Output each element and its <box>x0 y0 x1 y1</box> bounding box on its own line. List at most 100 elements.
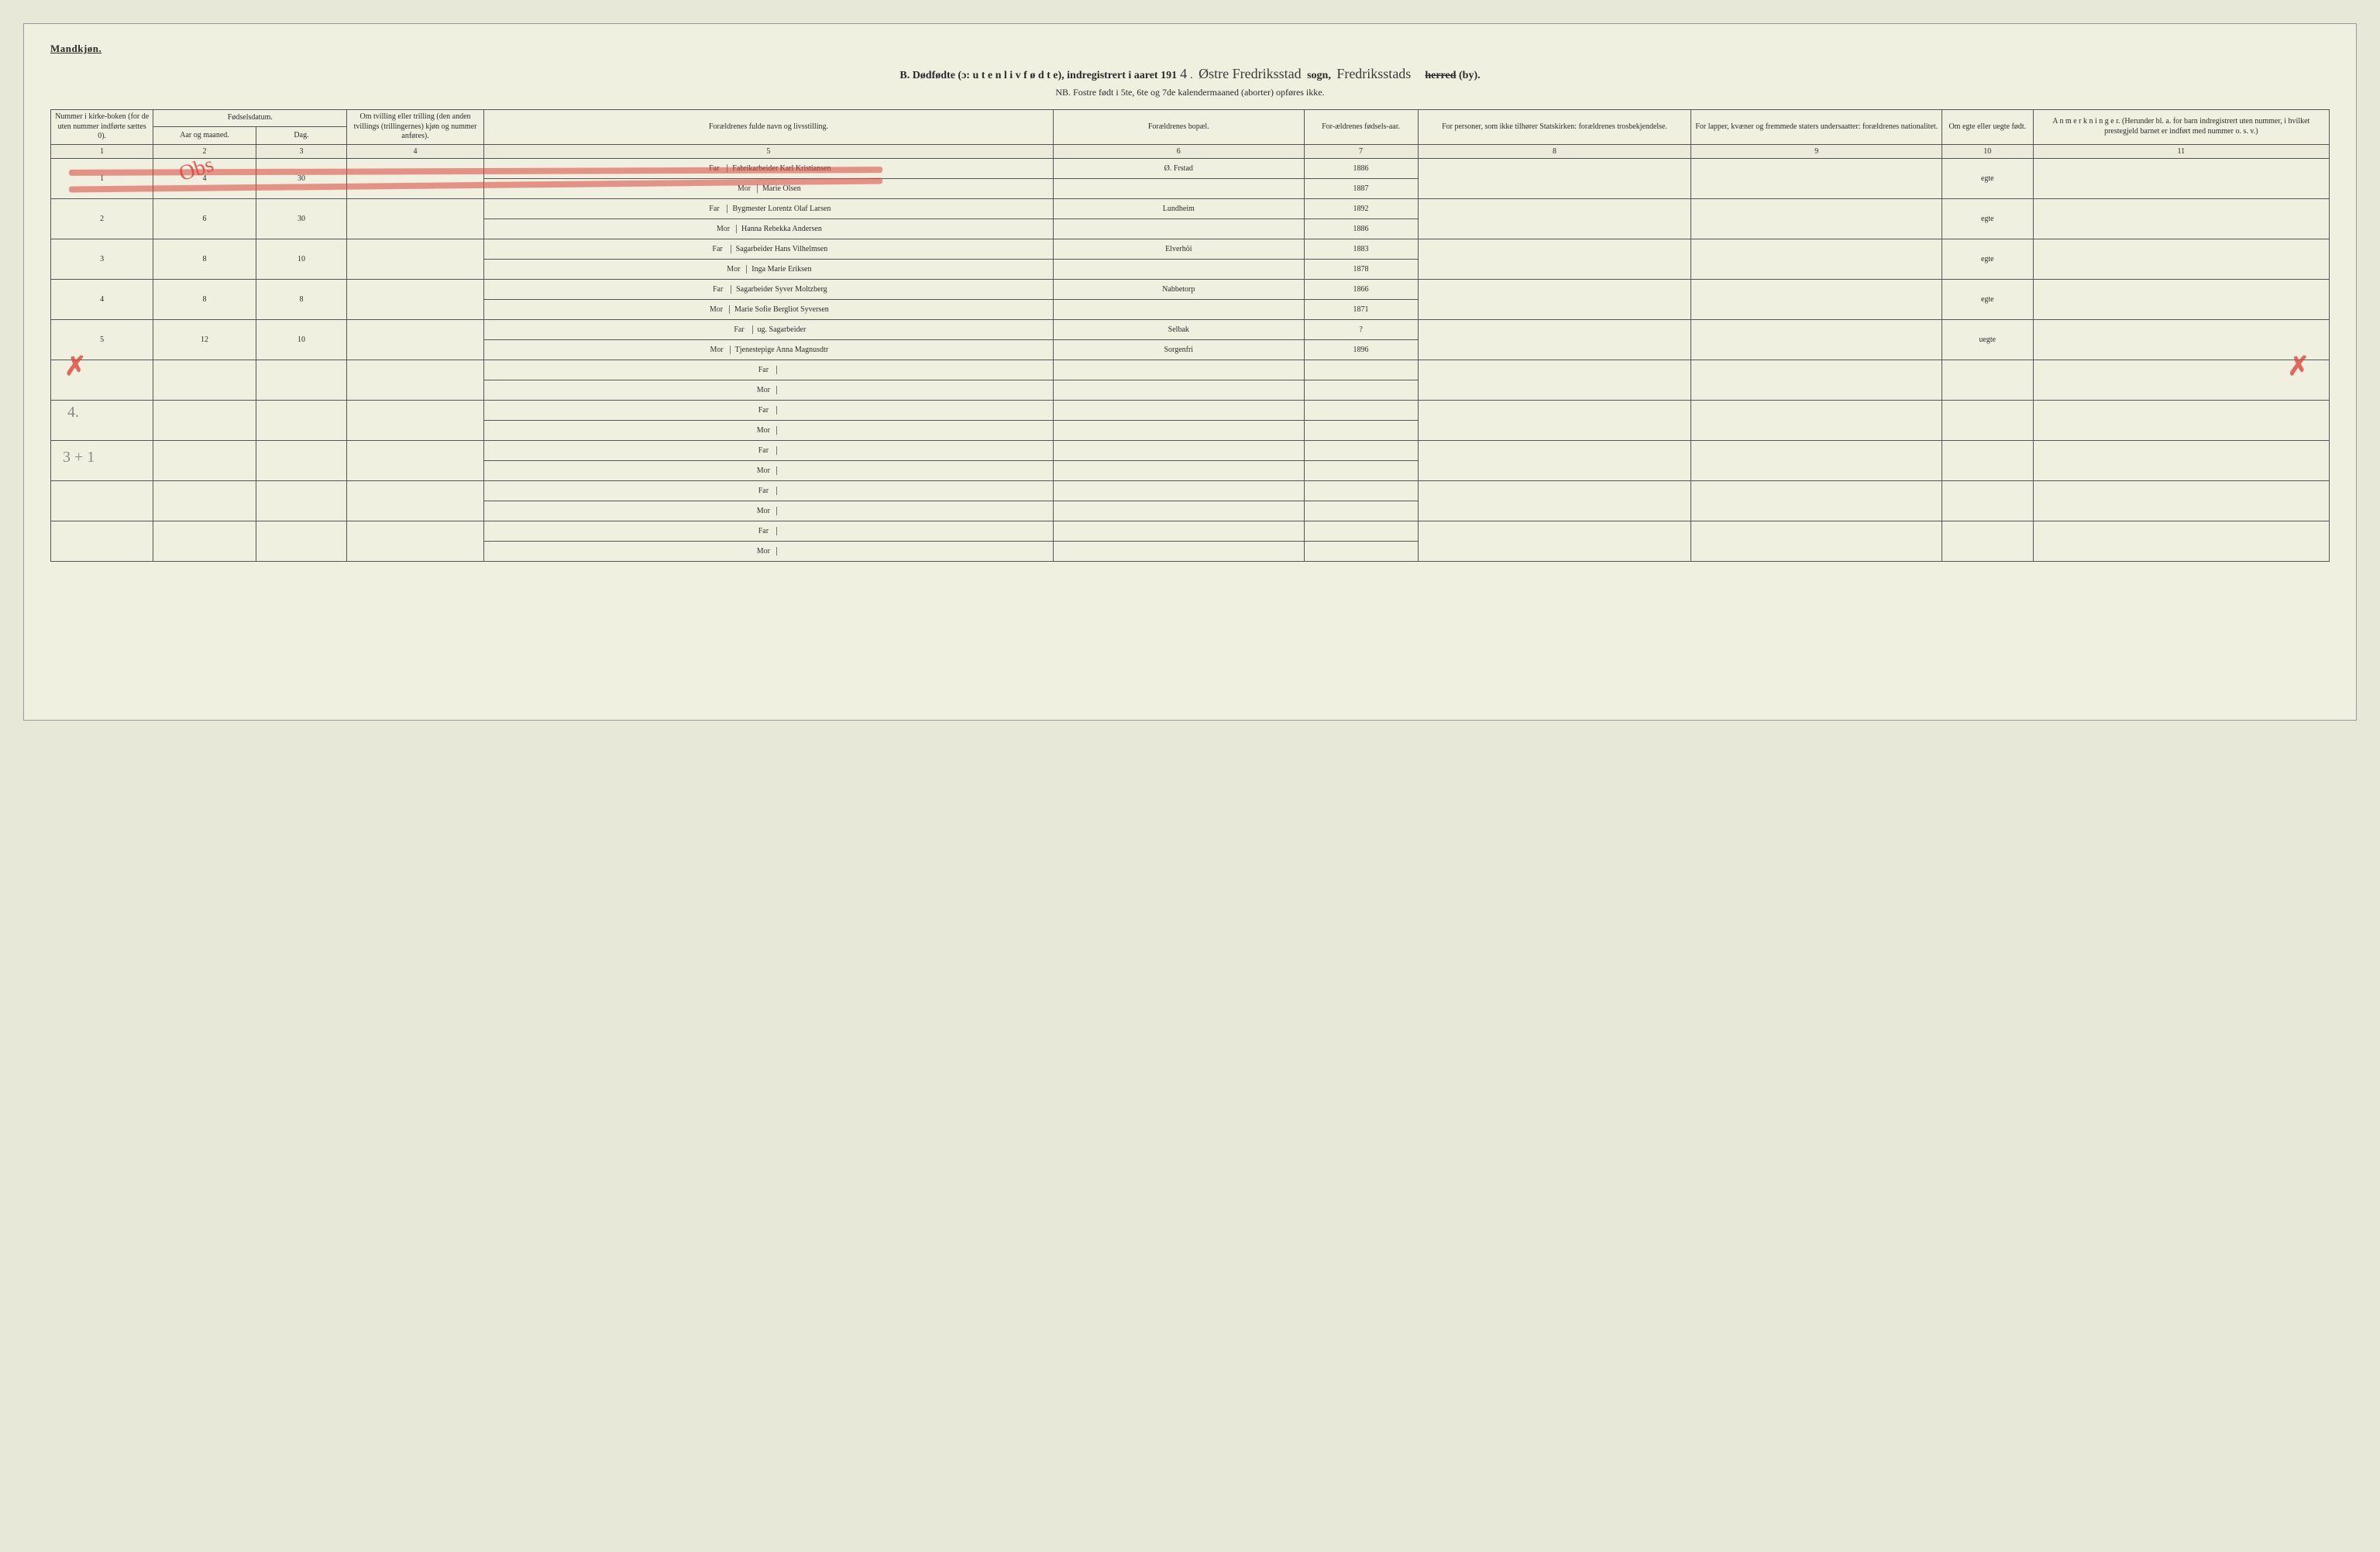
cell-far-name: Far <box>483 360 1053 380</box>
cell-egte: egte <box>1941 279 2033 319</box>
cell-remarks <box>2033 440 2329 480</box>
cell-far-name: FarSagarbeider Hans Vilhelmsen <box>483 239 1053 259</box>
col-header-5: Forældrenes fulde navn og livsstilling. <box>483 110 1053 145</box>
cell-bopal-mor <box>1054 219 1305 239</box>
cell-bopal-mor <box>1054 501 1305 521</box>
cell-month: 4 <box>153 158 256 198</box>
cell-day <box>256 440 347 480</box>
cell-bopal-mor <box>1054 460 1305 480</box>
cell-remarks <box>2033 360 2329 400</box>
register-page: Mandkjøn. B. Dødfødte (ɔ: u t e n l i v … <box>23 23 2357 721</box>
cell-mor-name: Mor <box>483 501 1053 521</box>
gender-label: Mandkjøn. <box>50 43 2330 55</box>
cell-year-mor: 1886 <box>1304 219 1418 239</box>
cell-year-mor: 1871 <box>1304 299 1418 319</box>
sogn-value: Østre Fredriksstad <box>1195 66 1304 81</box>
cell-mor-name: Mor <box>483 460 1053 480</box>
cell-far-name: Far <box>483 440 1053 460</box>
cell-egte <box>1941 521 2033 561</box>
cell-nationality <box>1691 319 1942 360</box>
table-row: 51210Farug. SagarbeiderSelbak?uegte <box>51 319 2330 339</box>
cell-day <box>256 400 347 440</box>
cell-mor-name: Mor <box>483 541 1053 561</box>
cell-remarks <box>2033 279 2329 319</box>
col-header-1: Nummer i kirke-boken (for de uten nummer… <box>51 110 153 145</box>
cell-mor-name: Mor <box>483 420 1053 440</box>
cell-remarks <box>2033 480 2329 521</box>
col-header-2: Fødselsdatum. <box>153 110 347 127</box>
cell-year-far: 1883 <box>1304 239 1418 259</box>
cell-religion <box>1418 400 1691 440</box>
cell-nationality <box>1691 198 1942 239</box>
cell-remarks <box>2033 319 2329 360</box>
cell-month <box>153 400 256 440</box>
cell-bopal-mor <box>1054 380 1305 400</box>
colnum-3: 3 <box>256 144 347 158</box>
far-label: Far <box>755 366 777 374</box>
cell-nationality <box>1691 440 1942 480</box>
mor-label: Mor <box>755 426 777 435</box>
cell-year-far: 1892 <box>1304 198 1418 219</box>
far-label: Far <box>710 285 731 294</box>
table-row: Far <box>51 400 2330 420</box>
cell-day: 8 <box>256 279 347 319</box>
cell-bopal-far: Ø. Frstad <box>1054 158 1305 178</box>
cell-month <box>153 360 256 400</box>
cell-twin <box>347 440 483 480</box>
cell-year-mor <box>1304 420 1418 440</box>
herred-value: Fredriksstads <box>1333 66 1414 81</box>
cell-num: 1 <box>51 158 153 198</box>
far-label: Far <box>706 164 727 173</box>
far-label: Far <box>755 527 777 535</box>
cell-far-name: Farug. Sagarbeider <box>483 319 1053 339</box>
colnum-11: 11 <box>2033 144 2329 158</box>
cell-mor-name: MorHanna Rebekka Andersen <box>483 219 1053 239</box>
far-label: Far <box>710 245 731 253</box>
mor-label: Mor <box>708 305 730 314</box>
colnum-6: 6 <box>1054 144 1305 158</box>
cell-mor-name: Mor <box>483 380 1053 400</box>
cell-far-name: Far <box>483 480 1053 501</box>
cell-year-mor <box>1304 460 1418 480</box>
col-header-10: Om egte eller uegte født. <box>1941 110 2033 145</box>
by-label: (by). <box>1457 70 1481 81</box>
cell-year-far: ? <box>1304 319 1418 339</box>
far-label: Far <box>755 406 777 415</box>
cell-year-mor: 1878 <box>1304 259 1418 279</box>
cell-mor-name: MorMarie Sofie Bergliot Syversen <box>483 299 1053 319</box>
cell-religion <box>1418 158 1691 198</box>
col-header-9: For lapper, kvæner og fremmede staters u… <box>1691 110 1942 145</box>
cell-religion <box>1418 319 1691 360</box>
cell-year-far <box>1304 400 1418 420</box>
cell-month: 12 <box>153 319 256 360</box>
nb-note: NB. Fostre født i 5te, 6te og 7de kalend… <box>50 87 2330 98</box>
cell-year-mor: 1896 <box>1304 339 1418 360</box>
cell-day: 10 <box>256 239 347 279</box>
cell-year-far <box>1304 521 1418 541</box>
cell-bopal-far <box>1054 400 1305 420</box>
cell-bopal-far <box>1054 480 1305 501</box>
cell-day <box>256 360 347 400</box>
cell-mor-name: MorTjenestepige Anna Magnusdtr <box>483 339 1053 360</box>
cell-nationality <box>1691 239 1942 279</box>
cell-day <box>256 480 347 521</box>
cell-far-name: Far <box>483 400 1053 420</box>
col-header-4: Om tvilling eller trilling (den anden tv… <box>347 110 483 145</box>
sogn-label: sogn, <box>1307 70 1333 81</box>
cell-year-mor <box>1304 501 1418 521</box>
mor-label: Mor <box>755 507 777 515</box>
cell-egte <box>1941 440 2033 480</box>
col-header-8: For personer, som ikke tilhører Statskir… <box>1418 110 1691 145</box>
col-header-7: For-ældrenes fødsels-aar. <box>1304 110 1418 145</box>
cell-bopal-far <box>1054 360 1305 380</box>
cell-month <box>153 521 256 561</box>
cell-num: 4 <box>51 279 153 319</box>
colnum-9: 9 <box>1691 144 1942 158</box>
register-table: Nummer i kirke-boken (for de uten nummer… <box>50 109 2330 562</box>
cell-religion <box>1418 198 1691 239</box>
cell-num <box>51 521 153 561</box>
cell-bopal-far: Elverhöi <box>1054 239 1305 259</box>
cell-year-far <box>1304 480 1418 501</box>
cell-month: 8 <box>153 279 256 319</box>
table-row: Far <box>51 480 2330 501</box>
